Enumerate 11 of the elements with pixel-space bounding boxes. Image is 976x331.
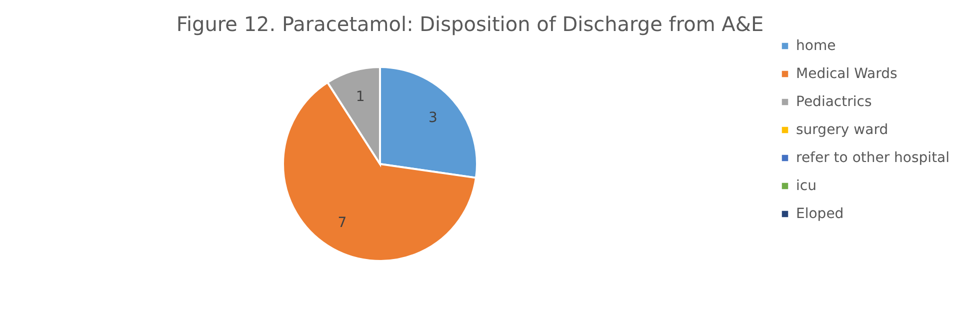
legend-label: Medical Wards [796, 66, 898, 82]
legend-label: refer to other hospital [796, 150, 950, 166]
legend-label: Pediactrics [796, 94, 872, 110]
legend-label: icu [796, 178, 816, 194]
data-label: 3 [428, 110, 438, 126]
chart-title: Figure 12. Paracetamol: Disposition of Discharge from A&E [176, 12, 764, 36]
legend-label: Eloped [796, 206, 844, 222]
data-label: 1 [356, 88, 365, 105]
legend-label: home [796, 38, 836, 54]
data-label: 7 [338, 214, 347, 231]
legend-label: surgery ward [796, 122, 888, 138]
